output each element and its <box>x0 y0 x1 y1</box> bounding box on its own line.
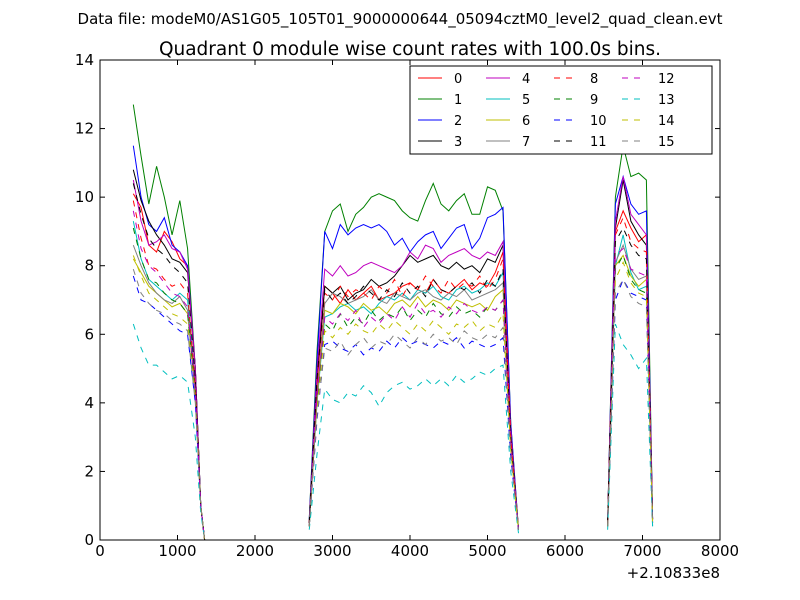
y-tick-label: 12 <box>75 120 94 138</box>
series-0-line <box>308 251 519 530</box>
series-4 <box>132 176 654 540</box>
series-15-line <box>132 268 206 540</box>
x-tick-label: 5000 <box>468 542 506 560</box>
series-15-line <box>607 278 654 527</box>
legend-label: 0 <box>454 72 462 87</box>
legend-entry-1: 1 <box>418 93 462 108</box>
series-14-line <box>308 311 519 530</box>
legend-entry-12: 12 <box>622 72 675 87</box>
legend-label: 15 <box>658 135 675 150</box>
series-10-line <box>132 275 206 540</box>
series-3-line <box>308 244 519 530</box>
series-12 <box>132 210 654 540</box>
legend-entry-0: 0 <box>418 72 462 87</box>
series-2-line <box>607 174 654 523</box>
series-layer <box>132 104 654 540</box>
legend-label: 6 <box>522 114 530 129</box>
series-7-line <box>308 281 519 530</box>
series-1-line <box>308 182 519 530</box>
x-offset-label: +2.10833e8 <box>627 564 720 582</box>
legend-label: 1 <box>454 93 462 108</box>
x-tick-label: 7000 <box>623 542 661 560</box>
legend-label: 10 <box>590 114 607 129</box>
legend-entry-5: 5 <box>486 93 530 108</box>
series-1-line <box>607 145 654 523</box>
series-9-line <box>308 298 519 530</box>
legend-label: 12 <box>658 72 675 87</box>
series-10-line <box>308 336 519 530</box>
legend-label: 11 <box>590 135 607 150</box>
x-tick-label: 1000 <box>158 542 196 560</box>
x-tick-label: 2000 <box>236 542 274 560</box>
y-tick-label: 6 <box>84 325 94 343</box>
legend-label: 14 <box>658 114 675 129</box>
legend-entry-13: 13 <box>622 93 675 108</box>
legend-entry-6: 6 <box>486 114 530 129</box>
series-13-line <box>308 364 519 534</box>
suptitle: Data file: modeM0/AS1G05_105T01_90000006… <box>78 10 723 29</box>
x-tick-label: 0 <box>95 542 105 560</box>
series-12-line <box>308 298 519 530</box>
series-15 <box>132 268 654 540</box>
series-8-line <box>607 216 654 523</box>
legend-label: 9 <box>590 93 598 108</box>
legend-label: 3 <box>454 135 462 150</box>
legend-entry-3: 3 <box>418 135 462 150</box>
series-4-line <box>132 179 206 540</box>
series-8-line <box>308 258 519 530</box>
series-9-line <box>132 227 206 540</box>
series-13-line <box>132 323 206 540</box>
series-12-line <box>132 210 206 540</box>
x-tick-label: 4000 <box>391 542 429 560</box>
legend-entry-14: 14 <box>622 114 675 129</box>
series-13 <box>132 323 654 540</box>
y-tick-label: 2 <box>84 462 94 480</box>
series-13-line <box>607 323 654 530</box>
x-tick-label: 8000 <box>701 542 739 560</box>
legend-label: 2 <box>454 114 462 129</box>
legend-entry-11: 11 <box>554 135 607 150</box>
legend-entry-15: 15 <box>622 135 675 150</box>
series-4-line <box>607 176 654 523</box>
ticks-layer: 0 1000 2000 3000 4000 5000 6000 7000 80000246810… <box>75 51 739 560</box>
series-6-line <box>308 288 519 530</box>
legend-frame <box>409 65 713 155</box>
series-4-line <box>308 239 519 530</box>
series-11-line <box>607 226 654 523</box>
legend-label: 4 <box>522 72 530 87</box>
series-14 <box>132 255 654 540</box>
legend-entry-8: 8 <box>554 72 598 87</box>
legend-entry-7: 7 <box>486 135 530 150</box>
series-15-line <box>308 326 519 530</box>
x-tick-label: 3000 <box>313 542 351 560</box>
legend-entry-9: 9 <box>554 93 598 108</box>
legend-label: 5 <box>522 93 530 108</box>
y-tick-label: 8 <box>84 257 94 275</box>
legend-label: 13 <box>658 93 675 108</box>
chart-title: Quadrant 0 module wise count rates with … <box>159 39 661 60</box>
legend-entry-4: 4 <box>486 72 530 87</box>
y-tick-label: 4 <box>84 394 94 412</box>
series-12-line <box>607 247 654 527</box>
legend-label: 8 <box>590 72 598 87</box>
y-tick-label: 0 <box>84 531 94 549</box>
legend-entry-10: 10 <box>554 114 607 129</box>
x-tick-label: 6000 <box>546 542 584 560</box>
legend-entry-2: 2 <box>418 114 462 129</box>
y-tick-label: 10 <box>75 188 94 206</box>
legend-label: 7 <box>522 135 530 150</box>
y-tick-label: 14 <box>75 51 94 69</box>
series-2-line <box>308 206 519 530</box>
